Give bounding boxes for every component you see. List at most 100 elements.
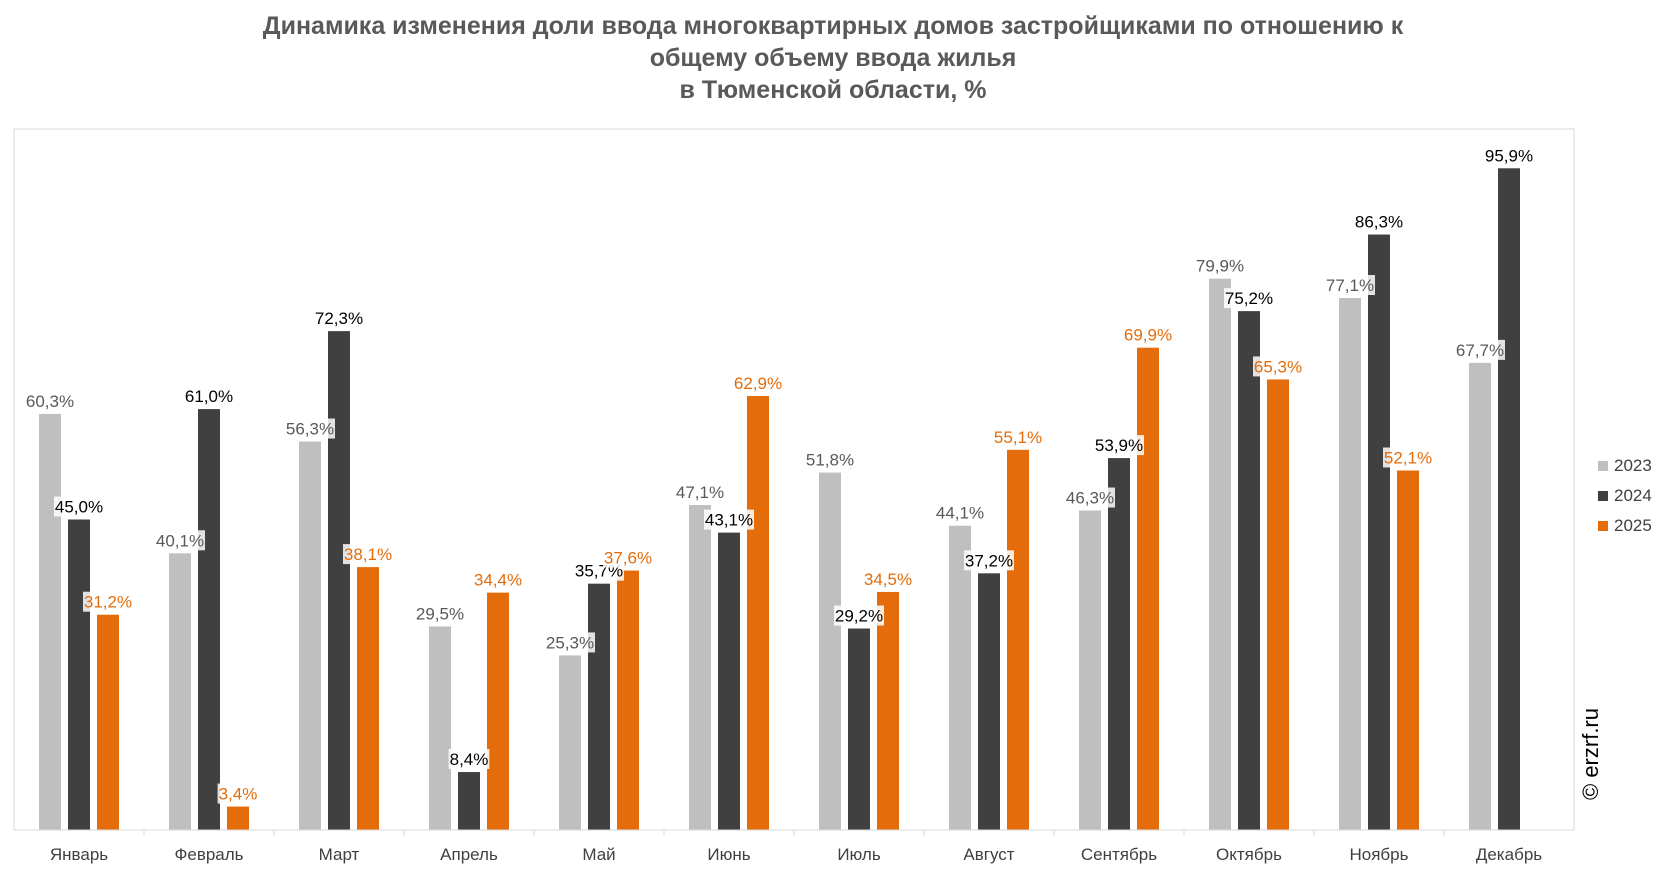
- legend: 2023 2024 2025: [1598, 451, 1652, 541]
- data-label-bg: [1065, 487, 1115, 508]
- data-label-bg: [1253, 356, 1303, 377]
- data-label-2025: 3,4%: [219, 785, 258, 804]
- data-label-2024: 61,0%: [185, 387, 233, 406]
- bar-2024: [458, 772, 480, 830]
- data-label-bg: [155, 530, 205, 551]
- data-label-bg: [184, 386, 234, 407]
- bar-2024: [848, 628, 870, 830]
- bar-2025: [1267, 379, 1289, 830]
- legend-label-2025: 2025: [1614, 516, 1652, 535]
- legend-label-2023: 2023: [1614, 456, 1652, 475]
- data-label-2023: 79,9%: [1196, 257, 1244, 276]
- bar-2023: [1469, 362, 1491, 830]
- x-tick-label: Март: [319, 845, 360, 864]
- legend-label-2024: 2024: [1614, 486, 1652, 505]
- legend-swatch-2024: [1598, 491, 1608, 501]
- bar-2023: [429, 626, 451, 830]
- data-label-bg: [1094, 435, 1144, 456]
- data-label-bg: [473, 569, 523, 590]
- data-label-bg: [54, 496, 104, 517]
- plot-area: [13, 128, 1575, 831]
- chart-title-line-3: в Тюменской области, %: [679, 76, 987, 104]
- watermark: © erzrf.ru: [1578, 708, 1603, 800]
- data-label-2023: 44,1%: [936, 504, 984, 523]
- bar-2025: [97, 614, 119, 830]
- data-label-bg: [704, 509, 754, 530]
- data-label-2025: 52,1%: [1384, 449, 1432, 468]
- bar-2023: [689, 505, 711, 830]
- data-label-2024: 8,4%: [450, 750, 489, 769]
- bar-2024: [1498, 168, 1520, 831]
- bar-2025: [227, 806, 249, 830]
- bar-2023: [559, 655, 581, 830]
- x-tick-label: Сентябрь: [1081, 845, 1157, 864]
- data-label-2023: 46,3%: [1066, 489, 1114, 508]
- data-label-2023: 47,1%: [676, 483, 724, 502]
- data-label-2025: 55,1%: [994, 428, 1042, 447]
- data-label-2024: 72,3%: [315, 309, 363, 328]
- bar-2025: [617, 570, 639, 830]
- x-axis: Январь Февраль Март Апрель Май Июнь Июль Август…: [14, 829, 1574, 864]
- bars-layer: [39, 168, 1520, 831]
- x-tick-label: Август: [963, 845, 1014, 864]
- data-label-bg: [1123, 324, 1173, 345]
- data-labels-layer: 60,3% 45,0% 31,2% 40,1% 61,0% 3,4% 56,3% 72,3% 3…: [25, 145, 1534, 804]
- data-label-bg: [314, 308, 364, 329]
- x-tick-label: Ноябрь: [1350, 845, 1409, 864]
- bar-2023: [949, 525, 971, 830]
- data-label-bg: [1224, 288, 1274, 309]
- data-label-2023: 25,3%: [546, 633, 594, 652]
- data-label-bg: [1195, 255, 1245, 276]
- bar-2023: [1079, 510, 1101, 830]
- legend-item-2025: 2025: [1598, 511, 1652, 541]
- data-label-2023: 40,1%: [156, 531, 204, 550]
- chart-title-line-1: Динамика изменения доли ввода многокварт…: [262, 12, 1404, 40]
- data-label-2023: 60,3%: [26, 392, 74, 411]
- chart-title-line-2: общему объему ввода жилья: [649, 44, 1017, 72]
- legend-swatch-2025: [1598, 521, 1608, 531]
- data-label-2025: 38,1%: [344, 545, 392, 564]
- data-label-2024: 29,2%: [835, 607, 883, 626]
- bar-2025: [747, 395, 769, 830]
- bar-2025: [1007, 449, 1029, 830]
- data-label-bg: [415, 603, 465, 624]
- data-label-bg: [343, 544, 393, 565]
- data-label-2023: 56,3%: [286, 420, 334, 439]
- data-label-bg: [964, 550, 1014, 571]
- bar-2024: [978, 573, 1000, 830]
- data-label-bg: [863, 568, 913, 589]
- data-label-bg: [1325, 275, 1375, 296]
- data-label-bg: [83, 591, 133, 612]
- data-label-bg: [834, 605, 884, 626]
- data-label-2025: 37,6%: [604, 549, 652, 568]
- legend-item-2024: 2024: [1598, 481, 1652, 511]
- data-label-2025: 31,2%: [84, 593, 132, 612]
- data-label-bg: [935, 502, 985, 523]
- x-tick-label: Апрель: [440, 845, 498, 864]
- bar-2024: [1238, 311, 1260, 830]
- bar-2024: [68, 519, 90, 830]
- data-label-bg: [733, 372, 783, 393]
- x-tick-label: Октябрь: [1216, 845, 1282, 864]
- data-label-2024: 45,0%: [55, 498, 103, 517]
- data-label-bg: [1354, 211, 1404, 232]
- data-label-2024: 43,1%: [705, 511, 753, 530]
- data-label-bg: [993, 426, 1043, 447]
- data-label-bg: [285, 418, 335, 439]
- data-label-2025: 34,5%: [864, 570, 912, 589]
- data-label-2024: 53,9%: [1095, 436, 1143, 455]
- bar-2024: [718, 532, 740, 830]
- data-label-bg: [1484, 145, 1534, 166]
- data-label-bg: [25, 390, 75, 411]
- data-label-2023: 51,8%: [806, 451, 854, 470]
- data-label-2024: 75,2%: [1225, 289, 1273, 308]
- data-label-2024: 95,9%: [1485, 146, 1533, 165]
- bar-2024: [328, 331, 350, 830]
- x-tick-label: Январь: [50, 845, 108, 864]
- x-tick-label: Декабрь: [1476, 845, 1542, 864]
- data-label-bg: [1383, 447, 1433, 468]
- bar-2024: [1368, 234, 1390, 830]
- bar-2024: [1108, 458, 1130, 830]
- data-label-2023: 29,5%: [416, 604, 464, 623]
